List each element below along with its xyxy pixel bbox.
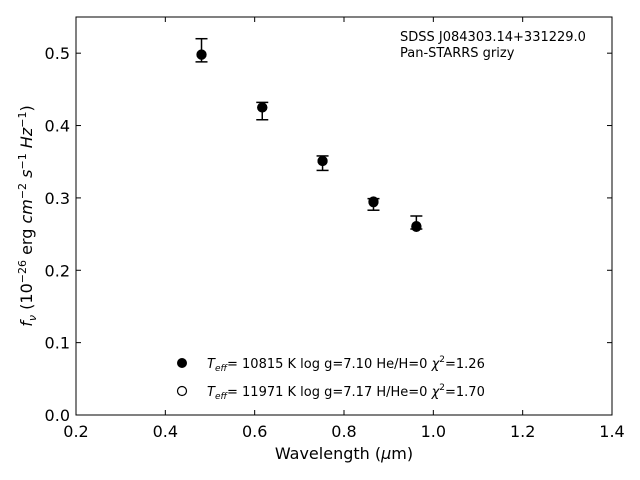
filled-model-markers	[196, 49, 422, 232]
legend-marker-filled	[177, 358, 187, 368]
plot-frame	[75, 16, 613, 416]
svg-text:fν (10−26 erg cm−2 s−1 Hz−1): fν (10−26 erg cm−2 s−1 Hz−1)	[16, 105, 39, 326]
x-tick-label: 1.4	[599, 422, 624, 441]
legend-marker-open	[176, 385, 188, 397]
filled-model-point	[196, 49, 207, 60]
y-tick-label: 0.2	[45, 261, 70, 280]
legend-label-open: Teff= 11971 K log g=7.17 H/He=0 χ2=1.70	[207, 383, 485, 402]
open-model-markers	[196, 49, 422, 232]
x-axis-ticks: 0.2 0.4 0.6 0.8 1.0 1.2 1.4	[63, 17, 625, 441]
object-name: SDSS J084303.14+331229.0	[400, 30, 586, 45]
x-tick-label: 0.6	[242, 422, 267, 441]
y-tick-label: 0.0	[45, 406, 70, 425]
y-tick-label: 0.1	[45, 334, 70, 353]
y-tick-label: 0.4	[45, 117, 70, 136]
x-tick-label: 0.8	[331, 422, 356, 441]
filled-model-point	[317, 155, 328, 167]
survey-name: Pan-STARRS grizy	[400, 46, 515, 61]
x-tick-label: 0.2	[63, 422, 88, 441]
y-axis-label: fν (10−26 erg cm−2 s−1 Hz−1)	[16, 105, 39, 326]
filled-model-point	[411, 221, 422, 232]
legend: Teff= 10815 K log g=7.10 He/H=0 χ2=1.26 …	[176, 355, 485, 402]
y-tick-label: 0.3	[45, 189, 70, 208]
x-axis-label: Wavelength (μm)	[275, 444, 413, 463]
observed-errorbars	[195, 37, 423, 230]
x-tick-label: 0.4	[153, 422, 178, 441]
filled-model-point	[368, 197, 379, 208]
filled-model-point	[257, 102, 268, 113]
x-tick-label: 1.2	[510, 422, 535, 441]
legend-label-filled: Teff= 10815 K log g=7.10 He/H=0 χ2=1.26	[207, 355, 485, 374]
y-tick-label: 0.5	[45, 44, 70, 63]
x-tick-label: 1.0	[421, 422, 446, 441]
y-axis-ticks: 0.0 0.1 0.2 0.3 0.4 0.5	[45, 44, 612, 425]
